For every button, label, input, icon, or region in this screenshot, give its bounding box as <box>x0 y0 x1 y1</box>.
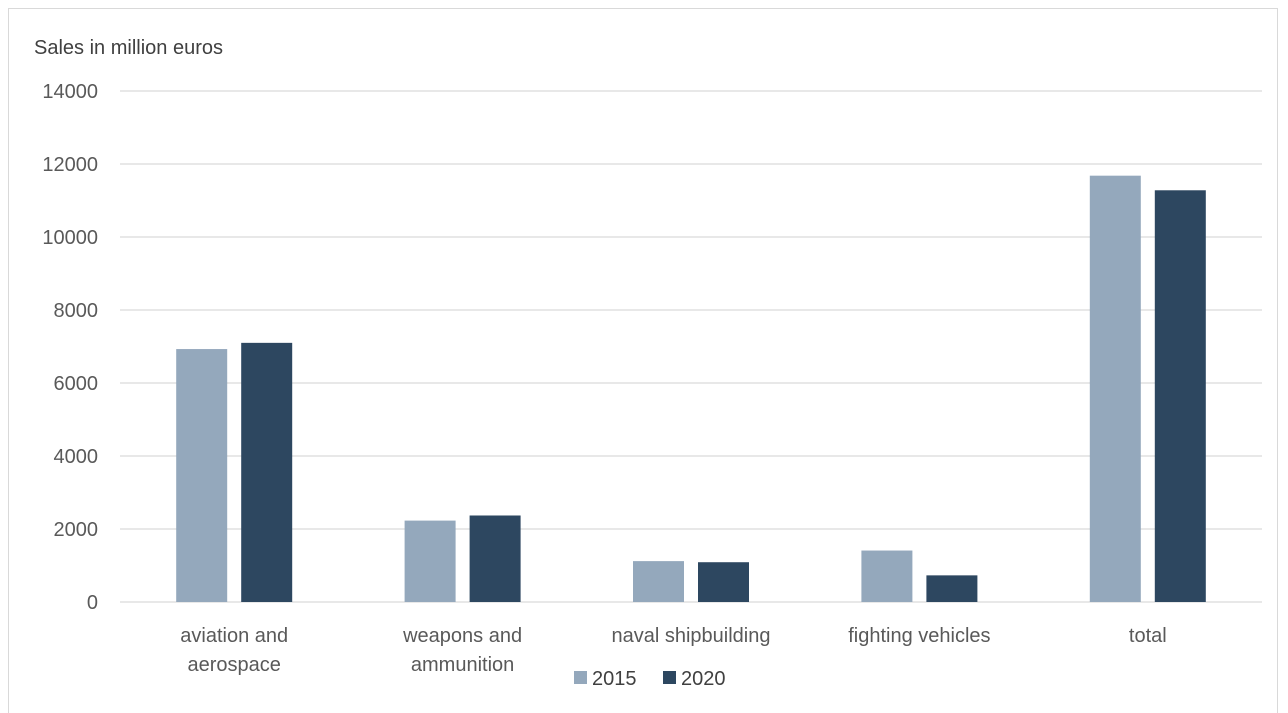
bar-2020-2 <box>698 562 749 602</box>
y-tick-label: 12000 <box>42 154 98 176</box>
bar-2020-0 <box>241 342 293 602</box>
bar-2015-4 <box>1089 175 1141 602</box>
y-tick-label: 0 <box>87 592 98 614</box>
legend: 2015 2020 <box>574 668 726 690</box>
bar-2015-0 <box>176 349 228 602</box>
bars <box>176 175 1206 602</box>
legend-swatch-2020 <box>663 671 676 684</box>
bar-2020-1 <box>469 515 521 602</box>
legend-label-2015: 2015 <box>592 668 637 690</box>
x-category-label: aviation and <box>180 625 288 647</box>
y-tick-label: 6000 <box>54 373 99 395</box>
x-category-label: naval shipbuilding <box>611 625 770 647</box>
y-axis-ticks: 0 2000 4000 6000 8000 10000 12000 14000 <box>42 81 98 614</box>
y-tick-label: 14000 <box>42 81 98 103</box>
x-axis-labels: aviation and aerospace weapons and ammuniti… <box>180 625 1166 676</box>
x-category-label: weapons and <box>402 625 522 647</box>
bar-2020-3 <box>926 575 978 602</box>
bar-2015-2 <box>633 561 684 602</box>
y-tick-label: 2000 <box>54 519 99 541</box>
y-tick-label: 4000 <box>54 446 99 468</box>
x-category-label: ammunition <box>411 654 514 676</box>
legend-label-2020: 2020 <box>681 668 726 690</box>
gridlines <box>120 90 1262 603</box>
x-category-label: aerospace <box>187 654 280 676</box>
bar-2015-3 <box>861 550 913 602</box>
y-tick-label: 10000 <box>42 227 98 249</box>
bar-2020-4 <box>1154 190 1206 602</box>
x-category-label: fighting vehicles <box>848 625 990 647</box>
y-tick-label: 8000 <box>54 300 99 322</box>
bar-2015-1 <box>404 520 456 602</box>
x-category-label: total <box>1129 625 1167 647</box>
legend-swatch-2015 <box>574 671 587 684</box>
y-axis-label: Sales in million euros <box>34 37 223 59</box>
